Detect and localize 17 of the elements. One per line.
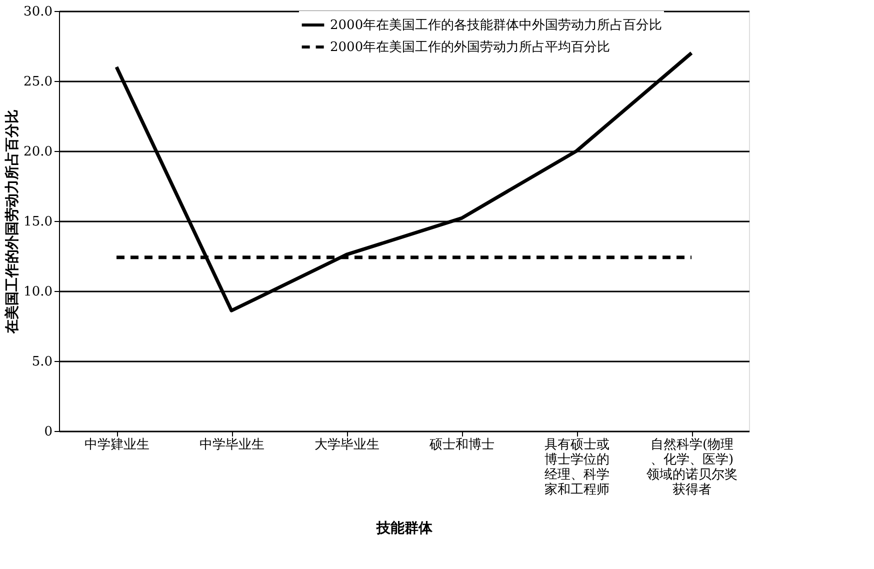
x-tick-label: 硕士和博士 <box>428 438 494 452</box>
x-tick-label: 大学毕业生 <box>314 438 380 452</box>
legend-label: 2000年在美国工作的外国劳动力所占平均百分比 <box>330 39 610 55</box>
x-axis-title: 技能群体 <box>376 520 434 536</box>
y-tick-label: 0 <box>44 424 52 440</box>
y-tick-label: 20.0 <box>24 144 52 160</box>
x-tick-label: 中学肄业生 <box>84 438 150 452</box>
y-tick-label: 5.0 <box>32 354 52 370</box>
y-axis-title: 在美国工作的外国劳动力所占百分比 <box>4 110 21 334</box>
y-tick-label: 10.0 <box>24 284 52 300</box>
y-tick-label: 30.0 <box>24 4 52 20</box>
x-tick-label: 自然科学(物理、化学、医学)领域的诺贝尔奖获得者 <box>646 438 738 498</box>
y-tick-label: 25.0 <box>24 74 52 90</box>
x-tick-label: 中学毕业生 <box>200 438 264 452</box>
y-tick-label: 15.0 <box>24 214 52 230</box>
x-tick-label: 具有硕士或博士学位的经理、科学家和工程师 <box>544 438 610 498</box>
legend-label: 2000年在美国工作的各技能群体中外国劳动力所占百分比 <box>330 17 662 33</box>
